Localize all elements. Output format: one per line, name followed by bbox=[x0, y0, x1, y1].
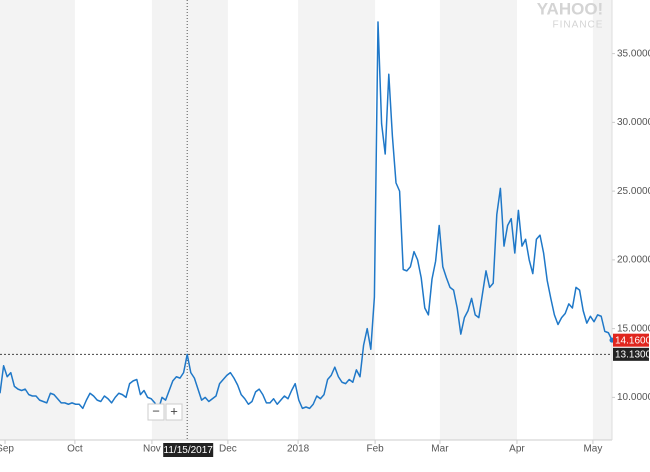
x-tick-label: Feb bbox=[367, 444, 385, 455]
month-band bbox=[592, 0, 612, 440]
x-tick-label: Dec bbox=[219, 444, 237, 455]
last-price-label: 14.1600 bbox=[615, 335, 650, 346]
last-price-box bbox=[613, 333, 649, 347]
zoom-button[interactable] bbox=[147, 403, 165, 421]
zoom-button-label[interactable]: − bbox=[152, 403, 160, 418]
crosshair-y-box bbox=[613, 347, 649, 361]
y-tick-label: 15.0000 bbox=[617, 323, 650, 334]
x-tick-label: Apr bbox=[509, 444, 525, 455]
y-tick-label: 35.0000 bbox=[617, 48, 650, 59]
zoom-button-label[interactable]: + bbox=[170, 403, 178, 418]
y-tick-label: 20.0000 bbox=[617, 255, 650, 266]
price-line bbox=[0, 21, 613, 411]
x-tick-label: May bbox=[583, 444, 602, 455]
crosshair-y-label: 13.1300 bbox=[615, 349, 650, 360]
month-band bbox=[439, 0, 517, 440]
x-tick-label: Mar bbox=[431, 444, 449, 455]
x-tick-label: Sep bbox=[0, 444, 14, 455]
y-tick-label: 10.0000 bbox=[617, 392, 650, 403]
crosshair-x-label: 11/15/2017 bbox=[164, 445, 214, 456]
zoom-button[interactable] bbox=[165, 403, 183, 421]
month-band bbox=[298, 0, 376, 440]
crosshair-x-box bbox=[163, 443, 214, 457]
y-tick-label: 25.0000 bbox=[617, 186, 650, 197]
month-band bbox=[151, 0, 228, 440]
logo: YAHOO! bbox=[537, 0, 603, 18]
x-tick-label: Nov bbox=[143, 444, 161, 455]
y-tick-label: 30.0000 bbox=[617, 117, 650, 128]
logo: FINANCE bbox=[553, 20, 604, 31]
x-tick-label: 2018 bbox=[287, 444, 310, 455]
month-bands bbox=[0, 0, 612, 440]
month-band bbox=[0, 0, 75, 440]
x-tick-label: Oct bbox=[67, 444, 83, 455]
